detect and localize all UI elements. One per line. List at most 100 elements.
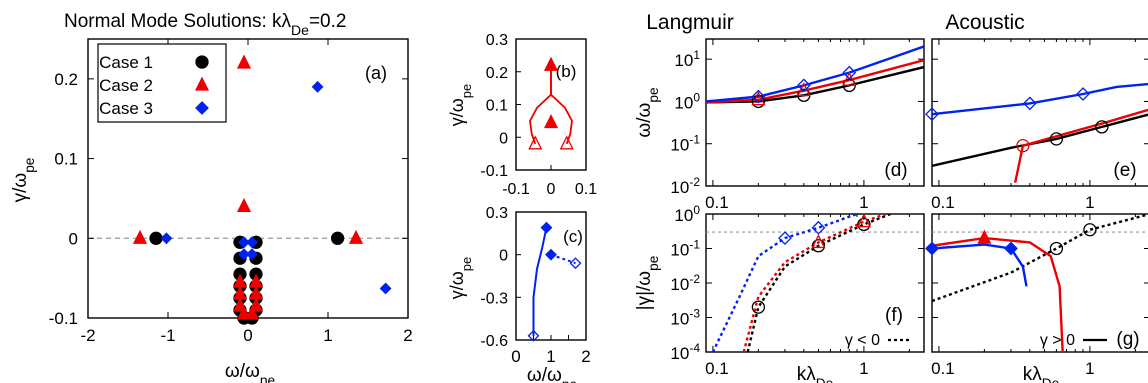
x-tick-label: 0.1 — [931, 193, 955, 212]
panel-a-ylabel: γ/ωpe — [10, 158, 37, 203]
series-line — [1014, 108, 1148, 183]
panel-b-ylabel: γ/ωpe — [447, 84, 474, 126]
series-line — [932, 214, 1148, 303]
data-point — [569, 257, 582, 270]
x-tick-label: 1 — [859, 193, 868, 212]
data-point — [246, 236, 258, 249]
y-tick-label: 10-2 — [670, 175, 700, 197]
panel-c-ylabel: γ/ωpe — [447, 257, 474, 299]
series-line — [706, 45, 924, 103]
panel-d-ylabel: ω/ωpe — [634, 87, 661, 137]
panel-b-branch-right — [550, 65, 573, 145]
data-point — [977, 229, 992, 244]
panel-a-tag: (a) — [365, 63, 387, 83]
legend-entry: Case 2 — [99, 76, 153, 95]
data-point — [246, 248, 258, 261]
data-point — [1076, 87, 1090, 101]
y-tick-label: -0.3 — [480, 290, 508, 307]
legend-entry: Case 1 — [99, 53, 153, 72]
x-tick-label: -1 — [160, 326, 175, 345]
y-tick-label: -0.1 — [480, 163, 508, 180]
x-tick-label: 0 — [243, 326, 252, 345]
data-point — [751, 94, 766, 109]
x-tick-label: 2 — [403, 326, 412, 345]
panel-b-branch-left — [529, 65, 552, 145]
y-tick-label: 10-2 — [670, 272, 700, 294]
data-point — [856, 213, 871, 228]
data-point — [149, 231, 163, 245]
data-point — [751, 89, 766, 104]
y-tick-label: 0 — [69, 229, 78, 248]
y-tick-label: 10-4 — [670, 341, 700, 363]
legend-marker — [195, 55, 209, 69]
panel-f-xlabel: kλDe — [797, 364, 833, 383]
y-tick-label: 0 — [499, 248, 508, 265]
y-tick-label: 0.1 — [486, 98, 508, 115]
panel-e-frame — [931, 38, 1148, 187]
data-point — [857, 217, 871, 232]
panel-c-xlabel: ω/ωpe — [527, 365, 577, 383]
data-point — [238, 248, 250, 261]
data-point — [925, 107, 939, 122]
data-point — [811, 220, 826, 235]
series-line — [932, 236, 1064, 352]
y-tick-label: 100 — [674, 90, 700, 112]
data-point — [842, 71, 857, 86]
panel-a-xlabel: ω/ωpe — [225, 361, 275, 383]
data-point — [379, 282, 392, 295]
x-tick-label: 1 — [323, 326, 332, 345]
data-point — [925, 241, 939, 256]
panel-e-curves — [932, 82, 1148, 183]
panel-c-tag: (c) — [563, 227, 583, 246]
line-legend-label: γ < 0 — [845, 332, 880, 349]
y-tick-label: 10-3 — [670, 307, 700, 329]
y-tick-label: 10-1 — [670, 238, 700, 260]
data-point — [528, 135, 543, 150]
data-point — [1049, 241, 1064, 256]
series-line — [932, 82, 1148, 116]
y-tick-label: 0.1 — [54, 150, 78, 169]
data-point — [348, 229, 364, 244]
y-tick-label: 101 — [674, 48, 700, 70]
series-line — [711, 214, 858, 352]
panel-e-tag: (e) — [1113, 160, 1136, 181]
data-point — [842, 65, 857, 80]
data-point — [1022, 96, 1037, 111]
y-tick-label: 0.3 — [486, 32, 508, 49]
panel-c-branch — [532, 227, 548, 336]
x-tick-label: 0.1 — [705, 193, 729, 212]
data-point — [559, 135, 574, 150]
x-tick-label: 0.1 — [575, 181, 597, 198]
data-point — [527, 329, 540, 342]
x-tick-label: 0 — [547, 181, 556, 198]
data-point — [1049, 132, 1064, 146]
x-tick-label: 2 — [581, 347, 590, 366]
data-point — [236, 54, 252, 69]
data-point — [796, 78, 811, 93]
x-tick-label: 1 — [859, 359, 868, 378]
x-tick-label: -0.1 — [502, 181, 530, 198]
legend-marker — [195, 101, 209, 115]
data-point — [238, 236, 250, 249]
x-tick-label: 0.1 — [705, 359, 729, 378]
data-point — [811, 239, 826, 253]
panel-d-frame — [705, 38, 925, 187]
y-tick-label: 100 — [674, 203, 700, 225]
column-title-langmuir: Langmuir — [646, 11, 734, 34]
data-point — [236, 197, 252, 213]
column-title-acoustic: Acoustic — [945, 11, 1024, 34]
data-point — [1016, 139, 1030, 153]
panel-g-tag: (g) — [1116, 329, 1139, 350]
series-line — [932, 113, 1148, 167]
series-line — [746, 214, 891, 352]
y-tick-label: 0.3 — [486, 205, 508, 222]
data-point — [311, 80, 324, 93]
data-point — [543, 56, 559, 71]
data-point — [244, 305, 260, 320]
data-point — [543, 114, 559, 129]
legend-entry: Case 3 — [99, 99, 153, 118]
x-tick-label: 0.1 — [931, 359, 955, 378]
x-tick-label: 1 — [546, 347, 555, 366]
panel-c-dotted — [550, 253, 576, 265]
